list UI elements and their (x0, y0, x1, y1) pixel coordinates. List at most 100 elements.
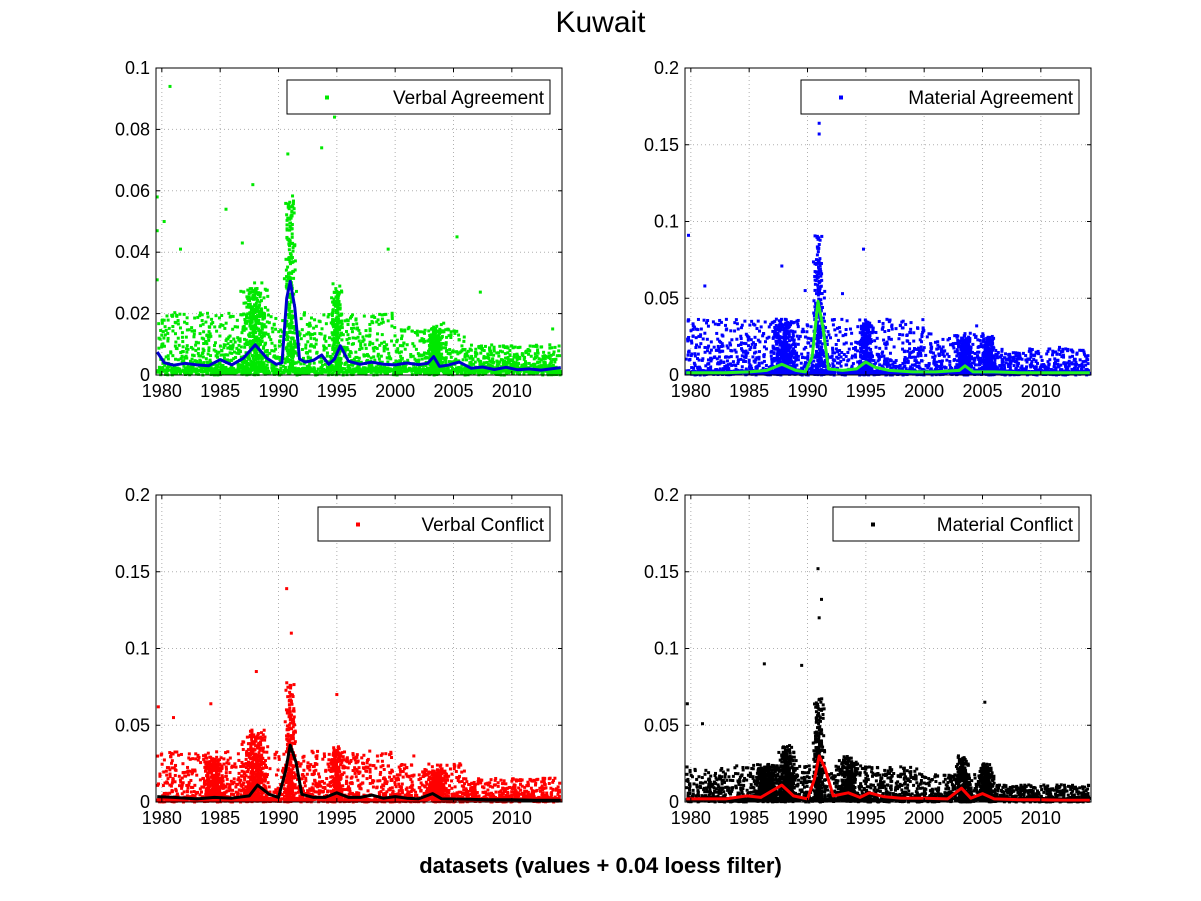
data-point (552, 350, 556, 354)
data-point (441, 346, 445, 350)
data-point (362, 366, 366, 370)
data-point (881, 327, 885, 331)
data-point (825, 339, 829, 343)
data-point (859, 350, 863, 354)
data-point (259, 368, 263, 372)
data-point (191, 353, 195, 357)
data-point (543, 364, 547, 368)
data-point (453, 331, 457, 335)
data-point (185, 322, 189, 326)
data-point (924, 364, 928, 368)
data-point (265, 370, 269, 374)
data-point (524, 361, 528, 365)
data-point (360, 346, 364, 350)
data-point (399, 328, 403, 332)
data-point (246, 366, 250, 370)
data-point (173, 357, 177, 361)
data-point (166, 357, 170, 361)
data-point (553, 345, 557, 349)
data-point (155, 195, 159, 199)
data-point (479, 359, 483, 363)
data-point (259, 291, 263, 295)
data-point (744, 349, 748, 353)
data-point (492, 345, 496, 349)
data-point (314, 371, 318, 375)
data-point (1008, 352, 1012, 356)
data-point (838, 361, 842, 365)
data-point (301, 356, 305, 360)
data-point (1049, 368, 1053, 372)
data-point (162, 220, 166, 223)
data-point (774, 323, 778, 327)
data-point (791, 332, 795, 336)
data-point (878, 363, 882, 367)
data-point (978, 360, 982, 364)
data-point (289, 322, 293, 326)
data-point (715, 331, 719, 335)
data-point (288, 228, 292, 232)
data-point (511, 364, 515, 368)
data-point (840, 351, 844, 355)
data-point (288, 365, 292, 369)
data-point (739, 337, 743, 341)
data-point (543, 354, 547, 358)
data-point (214, 372, 218, 376)
data-point (829, 336, 833, 340)
data-point (198, 311, 202, 315)
data-point (850, 364, 854, 368)
data-point (239, 345, 243, 349)
data-point (283, 361, 287, 365)
data-point (162, 336, 166, 340)
data-point (363, 370, 367, 374)
data-point (856, 341, 860, 345)
data-point (501, 361, 505, 365)
data-point (836, 350, 840, 354)
data-point (1078, 348, 1082, 352)
data-point (727, 367, 731, 371)
data-point (337, 371, 341, 375)
data-point (285, 346, 289, 350)
data-point (993, 358, 997, 362)
data-point (429, 362, 433, 366)
data-point (909, 365, 913, 369)
data-point (236, 348, 240, 352)
data-point (741, 350, 745, 354)
data-point (371, 346, 375, 350)
data-point (755, 366, 759, 370)
data-point (378, 343, 382, 347)
data-point (770, 357, 774, 361)
data-point (336, 353, 340, 357)
data-point (692, 366, 696, 370)
data-point (354, 318, 358, 322)
data-point (287, 242, 291, 246)
data-point (955, 348, 959, 352)
data-point (750, 319, 754, 323)
data-point (859, 359, 863, 363)
data-point (534, 356, 538, 360)
data-point (411, 354, 415, 358)
data-point (291, 202, 295, 206)
data-point (502, 345, 506, 349)
data-point (368, 322, 372, 326)
data-point (954, 365, 958, 369)
data-point (803, 356, 807, 360)
data-point (1000, 363, 1004, 367)
data-point (490, 371, 494, 375)
data-point (399, 371, 403, 375)
data-point (312, 337, 316, 341)
data-point (1070, 354, 1074, 358)
data-point (163, 333, 167, 337)
data-point (334, 295, 338, 299)
data-point (271, 330, 275, 334)
data-point (557, 344, 561, 348)
data-point (936, 340, 940, 344)
data-point (218, 344, 222, 348)
data-point (233, 325, 237, 329)
data-point (507, 371, 511, 375)
data-point (243, 342, 247, 346)
data-point (921, 330, 925, 334)
data-point (288, 292, 292, 296)
data-point (179, 357, 183, 361)
data-point (176, 336, 180, 340)
data-point (346, 341, 350, 345)
